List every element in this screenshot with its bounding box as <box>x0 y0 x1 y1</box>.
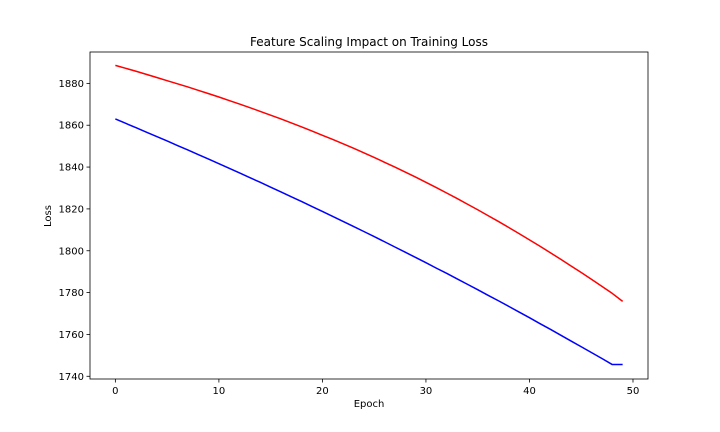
x-axis-label: Epoch <box>354 399 385 410</box>
y-tick-label: 1820 <box>59 204 84 215</box>
series-line-1 <box>115 64 624 302</box>
y-tick-label: 1760 <box>59 330 84 341</box>
x-tick-label: 20 <box>316 386 329 397</box>
chart-title: Feature Scaling Impact on Training Loss <box>250 35 488 49</box>
plot-area: 0 10 20 30 40 50 1740 1760 1780 1800 1820 1840 1860 1… <box>59 51 649 397</box>
y-tick-label: 1840 <box>59 163 84 174</box>
y-tick-label: 1860 <box>59 121 84 132</box>
y-tick-label: 1780 <box>59 288 84 299</box>
x-tick-label: 40 <box>523 386 536 397</box>
series-line-2 <box>115 118 623 366</box>
x-tick-label: 0 <box>112 386 118 397</box>
x-tick-label: 10 <box>213 386 226 397</box>
y-tick-label: 1740 <box>59 372 84 383</box>
axes-frame <box>89 51 649 380</box>
y-tick-label: 1800 <box>59 246 84 257</box>
x-tick-label: 30 <box>420 386 433 397</box>
y-tick-label: 1880 <box>59 79 84 90</box>
y-axis-label: Loss <box>43 205 54 227</box>
x-tick-label: 50 <box>627 386 640 397</box>
